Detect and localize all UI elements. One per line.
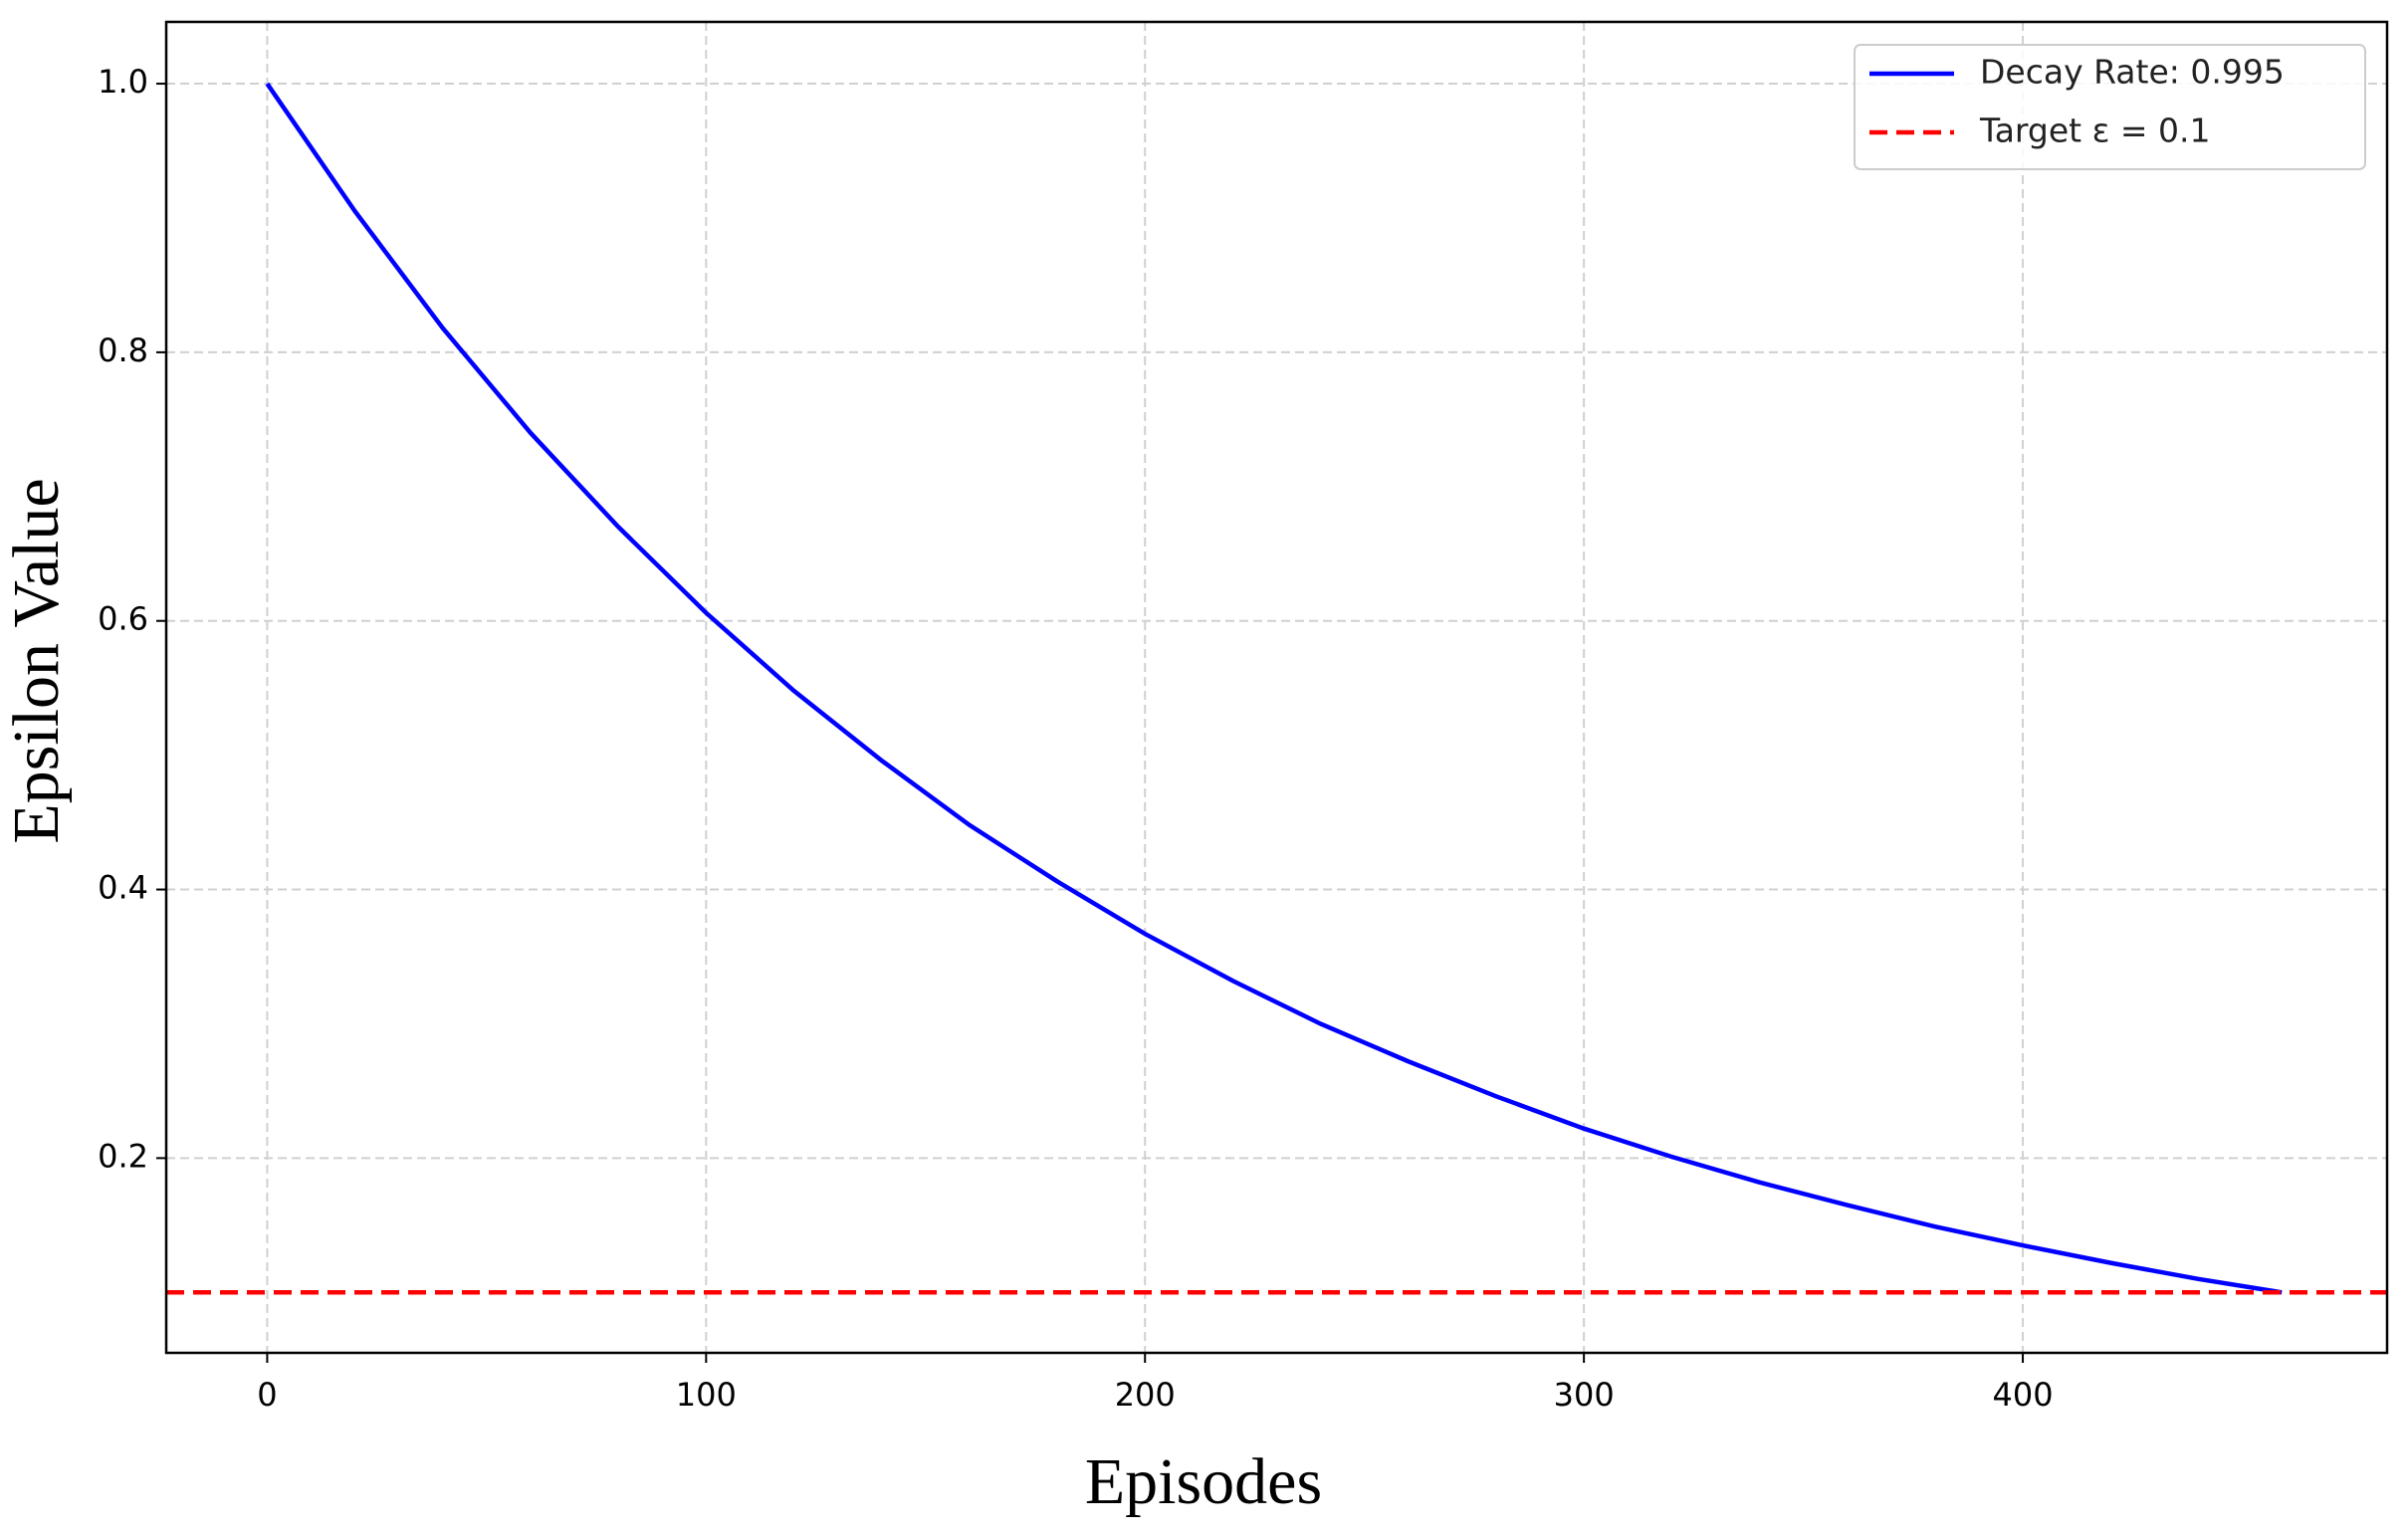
plot-frame xyxy=(164,20,2389,1355)
legend-label: Target ε = 0.1 xyxy=(1979,111,2211,150)
legend-box xyxy=(1854,44,2366,170)
y-tick-label: 0.8 xyxy=(98,331,148,369)
y-tick-label: 0.6 xyxy=(98,600,148,638)
y-tick-label: 1.0 xyxy=(98,63,148,101)
y-tick-label: 0.4 xyxy=(98,869,148,907)
x-tick-label: 400 xyxy=(1993,1376,2054,1414)
x-tick-label: 300 xyxy=(1554,1376,1615,1414)
x-tick-label: 100 xyxy=(676,1376,737,1414)
x-tick-label: 200 xyxy=(1115,1376,1176,1414)
y-tick-label: 0.2 xyxy=(98,1137,148,1175)
x-tick-label: 0 xyxy=(257,1376,277,1414)
y-axis-label: Epsilon Value xyxy=(0,478,73,843)
x-axis-label: Episodes xyxy=(1085,1445,1322,1518)
data-line xyxy=(265,82,2283,1295)
legend-label: Decay Rate: 0.995 xyxy=(1980,53,2285,92)
